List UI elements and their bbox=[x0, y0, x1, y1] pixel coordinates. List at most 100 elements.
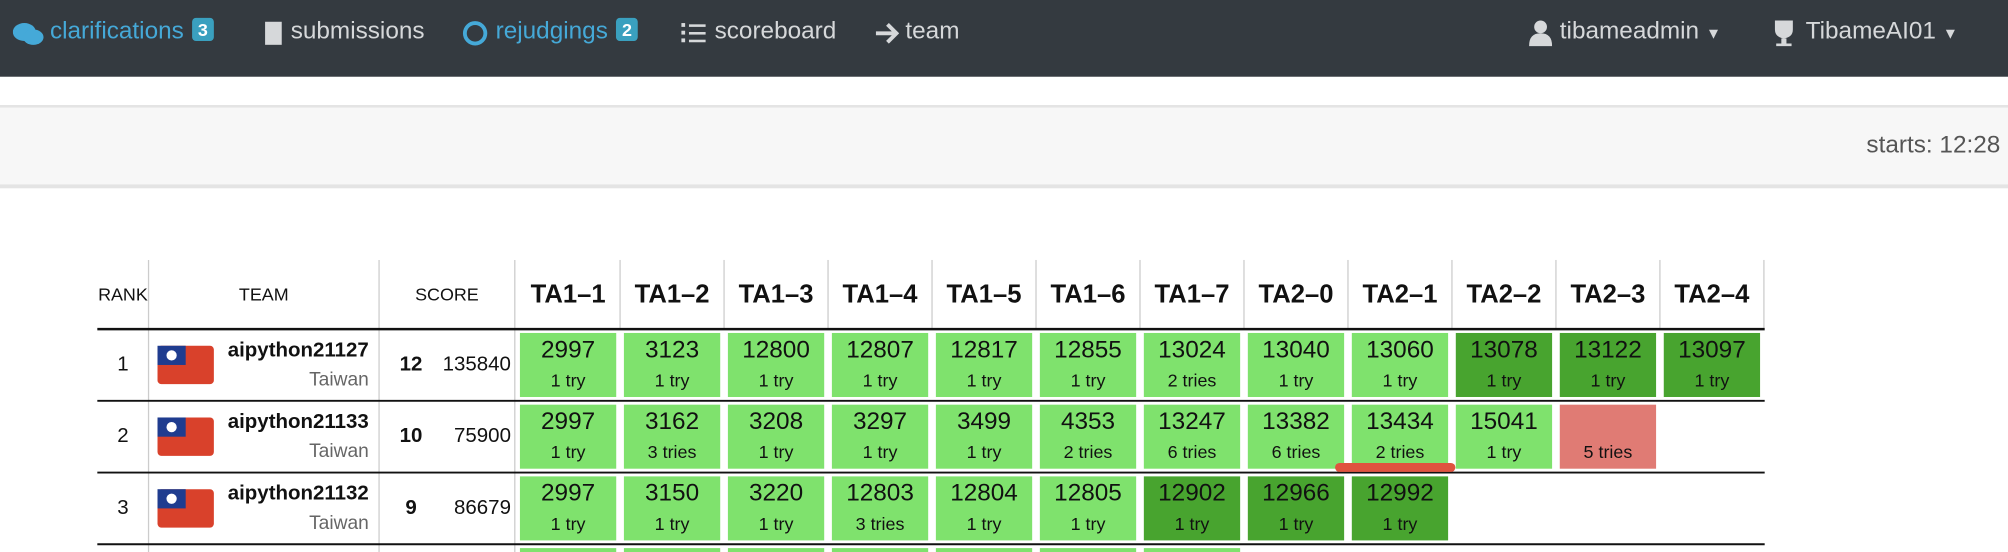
icon bbox=[12, 23, 44, 45]
badge: 3 bbox=[191, 17, 215, 41]
tries: 1 try bbox=[1383, 370, 1418, 390]
team-name: aipython21132 bbox=[228, 482, 369, 505]
penalty-time: 86679 bbox=[454, 496, 511, 519]
nav-link[interactable]: submissions bbox=[290, 17, 425, 45]
tries: 5 tries bbox=[1584, 442, 1633, 462]
score-cell bbox=[1143, 404, 1241, 469]
contest-header: starts: 12:28 bbox=[0, 105, 2008, 189]
problem-header: TA1–2 bbox=[635, 281, 710, 309]
nav-link[interactable]: clarifications 3 bbox=[49, 17, 215, 46]
score-cell bbox=[1663, 332, 1761, 397]
icon bbox=[265, 21, 282, 45]
solve-time: 2997 bbox=[541, 336, 595, 363]
tries: 6 tries bbox=[1168, 442, 1217, 462]
tries: 1 try bbox=[551, 514, 586, 534]
score-cell bbox=[727, 476, 825, 541]
tries: 1 try bbox=[967, 370, 1002, 390]
spacer bbox=[0, 76, 2008, 106]
tries: 1 try bbox=[655, 370, 690, 390]
score-cell bbox=[727, 548, 825, 552]
solve-time: 12817 bbox=[950, 336, 1018, 363]
tries: 1 try bbox=[759, 514, 794, 534]
score-cell bbox=[935, 404, 1033, 469]
score-cell bbox=[623, 404, 721, 469]
tries: 1 try bbox=[759, 442, 794, 462]
solve-time: 12805 bbox=[1054, 480, 1122, 507]
problem-header: TA1–3 bbox=[739, 281, 814, 309]
solve-time: 15041 bbox=[1470, 408, 1538, 435]
label: tibameadmin bbox=[1559, 17, 1700, 45]
score-cell bbox=[1455, 404, 1553, 469]
score-cell bbox=[935, 332, 1033, 397]
column-header: RANK bbox=[98, 285, 148, 305]
problem-header: TA1–5 bbox=[947, 281, 1022, 309]
problem-header: TA2–3 bbox=[1570, 281, 1645, 309]
score-cell bbox=[1455, 332, 1553, 397]
team-name: aipython21127 bbox=[228, 338, 369, 361]
solve-time: 13097 bbox=[1678, 336, 1746, 363]
score-cell bbox=[1351, 476, 1449, 541]
tries: 1 try bbox=[967, 442, 1002, 462]
label: clarifications bbox=[49, 17, 184, 45]
solve-time: 12902 bbox=[1158, 480, 1226, 507]
solve-time: 12807 bbox=[846, 336, 914, 363]
team-name: aipython21133 bbox=[228, 410, 369, 433]
score-cell bbox=[1143, 548, 1241, 552]
badge: 2 bbox=[615, 17, 639, 41]
caret: ▼ bbox=[1942, 24, 1958, 43]
tries: 3 tries bbox=[648, 442, 697, 462]
tries: 1 try bbox=[1175, 514, 1210, 534]
score-cell bbox=[519, 404, 617, 469]
score-cell bbox=[1039, 404, 1137, 469]
solve-time: 2997 bbox=[541, 480, 595, 507]
score-cell bbox=[1039, 332, 1137, 397]
user-menu[interactable]: tibameadmin ▼ bbox=[1560, 18, 1721, 46]
solve-time: 3220 bbox=[749, 480, 803, 507]
score-cell bbox=[519, 332, 617, 397]
nav-link[interactable]: team bbox=[905, 17, 960, 45]
tries: 1 try bbox=[1487, 370, 1522, 390]
problem-header: TA2–2 bbox=[1466, 281, 1541, 309]
score-cell bbox=[727, 404, 825, 469]
solve-time: 13024 bbox=[1158, 336, 1226, 363]
score-cell bbox=[831, 332, 929, 397]
score-cell bbox=[1351, 404, 1449, 469]
score-cell bbox=[831, 404, 929, 469]
tries: 1 try bbox=[1279, 514, 1314, 534]
tries: 1 try bbox=[1383, 514, 1418, 534]
nav-link[interactable]: scoreboard bbox=[714, 17, 837, 45]
score-cell bbox=[623, 476, 721, 541]
tries: 2 tries bbox=[1168, 370, 1217, 390]
score-cell bbox=[727, 332, 825, 397]
flag-sun bbox=[166, 350, 177, 361]
solve-time: 13122 bbox=[1574, 336, 1642, 363]
penalty-time: 135840 bbox=[443, 352, 511, 375]
solve-time: 12804 bbox=[950, 480, 1018, 507]
solve-time: 12855 bbox=[1054, 336, 1122, 363]
icon bbox=[1529, 20, 1553, 47]
tries: 1 try bbox=[1071, 514, 1106, 534]
score-cell bbox=[831, 548, 929, 552]
solve-time: 13078 bbox=[1470, 336, 1538, 363]
score-cell bbox=[831, 476, 929, 541]
solve-time: 4353 bbox=[1061, 408, 1115, 435]
tries: 1 try bbox=[1071, 370, 1106, 390]
tries: 1 try bbox=[551, 370, 586, 390]
icon bbox=[462, 21, 488, 46]
score-cell bbox=[623, 332, 721, 397]
nav-link[interactable]: rejudgings 2 bbox=[496, 17, 639, 46]
tries: 1 try bbox=[1695, 370, 1730, 390]
solve-time: 13060 bbox=[1366, 336, 1434, 363]
penalty-time: 75900 bbox=[454, 424, 511, 447]
column-header: TEAM bbox=[239, 285, 289, 305]
solve-time: 13040 bbox=[1262, 336, 1330, 363]
score-cell bbox=[1247, 404, 1345, 469]
tries: 1 try bbox=[759, 370, 794, 390]
solve-time: 3162 bbox=[645, 408, 699, 435]
problem-header: TA2–1 bbox=[1362, 281, 1437, 309]
label: TibameAI01 bbox=[1805, 17, 1936, 45]
score-cell bbox=[1143, 332, 1241, 397]
icon bbox=[681, 23, 706, 43]
contest-menu[interactable]: TibameAI01 ▼ bbox=[1806, 18, 1958, 46]
